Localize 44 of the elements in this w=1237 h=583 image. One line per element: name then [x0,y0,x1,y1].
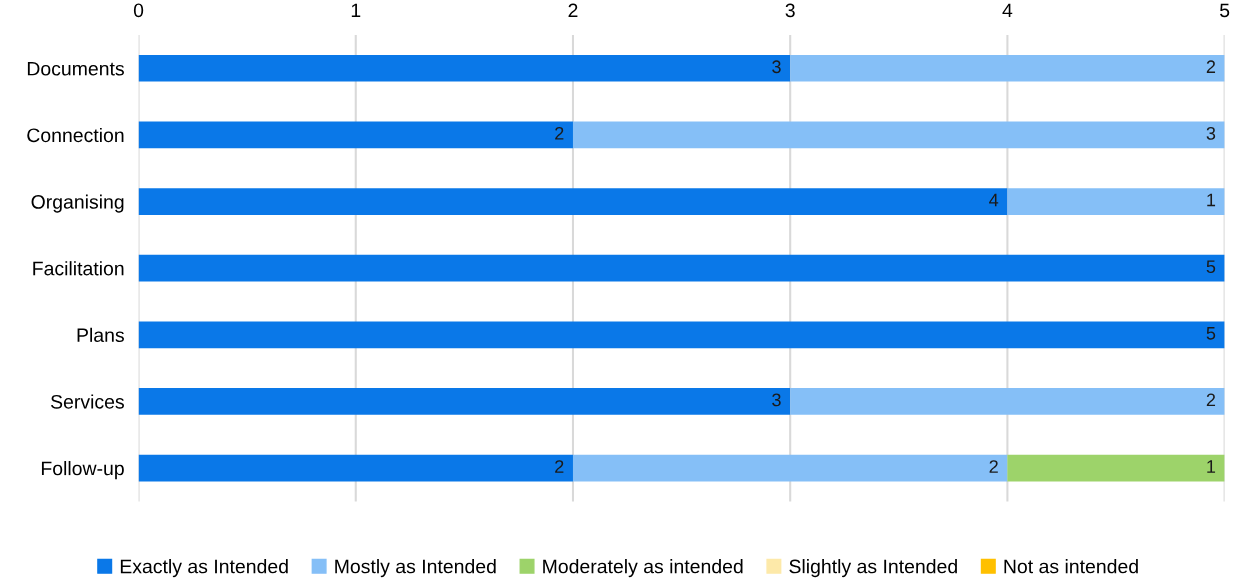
bar [138,121,573,149]
bar [572,121,1225,149]
data-label: 2 [555,460,564,473]
data-label: 2 [555,126,564,140]
data-label: 3 [1206,126,1216,140]
y-tick-label: Organising [31,194,124,213]
bar [790,388,1225,415]
data-label: 3 [772,393,781,407]
bar [138,188,1008,215]
data-label: 2 [1206,60,1216,73]
y-tick-label: Facilitation [33,261,124,276]
data-label: 4 [989,193,999,207]
data-label: 2 [989,460,998,473]
bar [138,454,573,482]
x-tick-label: 5 [1220,3,1230,18]
legend-label: Moderately as intended [543,559,743,578]
bar [1007,188,1225,215]
x-tick-label: 3 [785,3,795,18]
bar [138,388,791,415]
data-label: 5 [1206,260,1216,274]
data-label: 2 [1206,393,1216,407]
y-tick-label: Follow-up [41,461,124,480]
legend-label: Exactly as Intended [120,559,288,578]
y-tick-label: Documents [27,61,124,76]
legend-label: Not as intended [1004,559,1138,574]
bar [572,454,1008,482]
x-tick-label: 0 [133,3,144,18]
bar [138,54,791,82]
bar [790,54,1225,82]
y-tick-label: Plans [77,327,124,343]
data-label: 1 [1207,193,1216,207]
bar [1007,454,1225,482]
legend-label: Mostly as Intended [335,559,496,578]
x-tick-label: 4 [1002,3,1013,18]
x-tick-label: 2 [568,3,578,18]
bar [138,254,1225,282]
x-tick-label: 1 [351,3,361,18]
data-label: 3 [772,60,781,74]
bar [138,321,1225,349]
y-tick-label: Connection [27,127,124,143]
y-tick-label: Services [50,394,124,409]
legend-label: Slightly as Intended [789,559,957,578]
data-label: 1 [1207,460,1216,473]
data-label: 5 [1206,327,1216,340]
